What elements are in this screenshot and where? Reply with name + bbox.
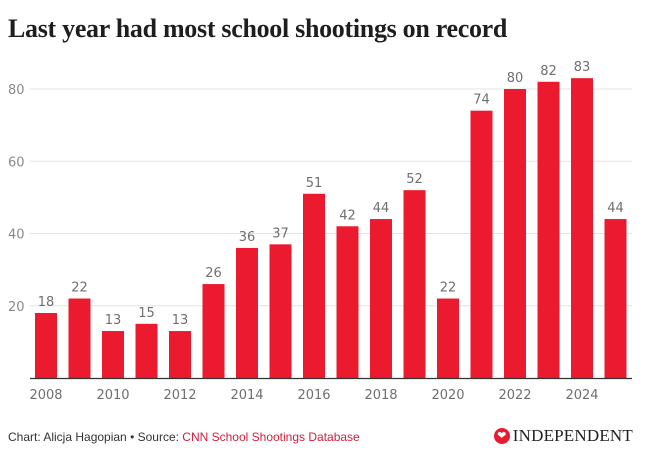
data-label-2010: 13 xyxy=(105,313,122,328)
bar-2013 xyxy=(202,284,225,378)
bar-2020 xyxy=(437,298,459,378)
x-tick-label: 2012 xyxy=(163,388,196,403)
bar-2019 xyxy=(403,190,426,378)
bar-2024 xyxy=(571,78,593,378)
bar-2025 xyxy=(604,219,627,378)
bar-2021 xyxy=(470,110,493,379)
x-tick-label: 2016 xyxy=(297,388,330,403)
x-tick-label: 2008 xyxy=(29,388,62,403)
bar-2014 xyxy=(236,247,258,378)
data-labels: 18 22 13 15 13 26 36 37 51 42 44 52 22 74 80 82 83 44 xyxy=(38,60,624,328)
x-tick-label: 2022 xyxy=(498,388,531,403)
data-label-2025: 44 xyxy=(607,201,624,216)
data-label-2012: 13 xyxy=(172,313,189,328)
data-label-2024: 83 xyxy=(574,60,591,75)
data-label-2017: 42 xyxy=(339,208,356,223)
bar-2012 xyxy=(169,331,191,378)
source-link[interactable]: CNN School Shootings Database xyxy=(182,430,360,444)
bar-2017 xyxy=(336,226,359,378)
bars xyxy=(35,78,627,379)
bar-2022 xyxy=(504,89,526,378)
data-label-2016: 51 xyxy=(306,176,323,191)
data-label-2011: 15 xyxy=(138,306,155,321)
bar-2009 xyxy=(68,298,91,378)
bar-2023 xyxy=(537,81,560,379)
bar-2008 xyxy=(35,312,57,378)
bar-2011 xyxy=(135,323,158,378)
chart-footer: Chart: Alicja Hagopian • Source: CNN Sch… xyxy=(8,430,360,444)
x-axis-ticks: 2008 2010 2012 2014 2016 2018 2020 2022 2024 xyxy=(29,388,598,403)
bar-2018 xyxy=(370,219,392,378)
data-label-2013: 26 xyxy=(205,266,222,281)
data-label-2022: 80 xyxy=(507,71,524,86)
gridlines xyxy=(30,88,632,307)
data-label-2014: 36 xyxy=(239,230,256,245)
x-tick-label: 2024 xyxy=(565,388,598,403)
data-label-2009: 22 xyxy=(71,281,88,296)
data-label-2023: 82 xyxy=(540,64,557,79)
y-tick-label: 80 xyxy=(8,83,25,98)
bar-2010 xyxy=(102,331,124,378)
chart-title: Last year had most school shootings on r… xyxy=(8,14,508,43)
bar-2016 xyxy=(303,193,325,378)
x-tick-label: 2014 xyxy=(230,388,263,403)
y-tick-label: 20 xyxy=(8,300,25,315)
independent-eagle-icon: ❤ xyxy=(493,428,510,444)
data-label-2020: 22 xyxy=(440,281,457,296)
credit-text: Chart: Alicja Hagopian • Source: xyxy=(8,430,183,444)
data-label-2015: 37 xyxy=(272,226,289,241)
data-label-2021: 74 xyxy=(473,93,490,108)
x-tick-label: 2018 xyxy=(364,388,397,403)
y-tick-label: 40 xyxy=(8,228,25,243)
data-label-2018: 44 xyxy=(373,201,390,216)
bar-chart: 18 22 13 15 13 26 36 37 51 42 44 52 22 74 80 82 83 44 200… xyxy=(8,60,632,403)
data-label-2008: 18 xyxy=(38,295,55,310)
x-tick-label: 2010 xyxy=(96,388,129,403)
data-label-2019: 52 xyxy=(406,172,423,187)
logo-text: INDEPENDENT xyxy=(512,426,633,445)
bar-2015 xyxy=(269,244,292,378)
publisher-logo[interactable]: ❤ INDEPENDENT xyxy=(493,426,633,446)
y-axis-ticks: 20 40 60 80 xyxy=(8,83,25,315)
y-tick-label: 60 xyxy=(8,155,25,170)
x-tick-label: 2020 xyxy=(431,388,464,403)
